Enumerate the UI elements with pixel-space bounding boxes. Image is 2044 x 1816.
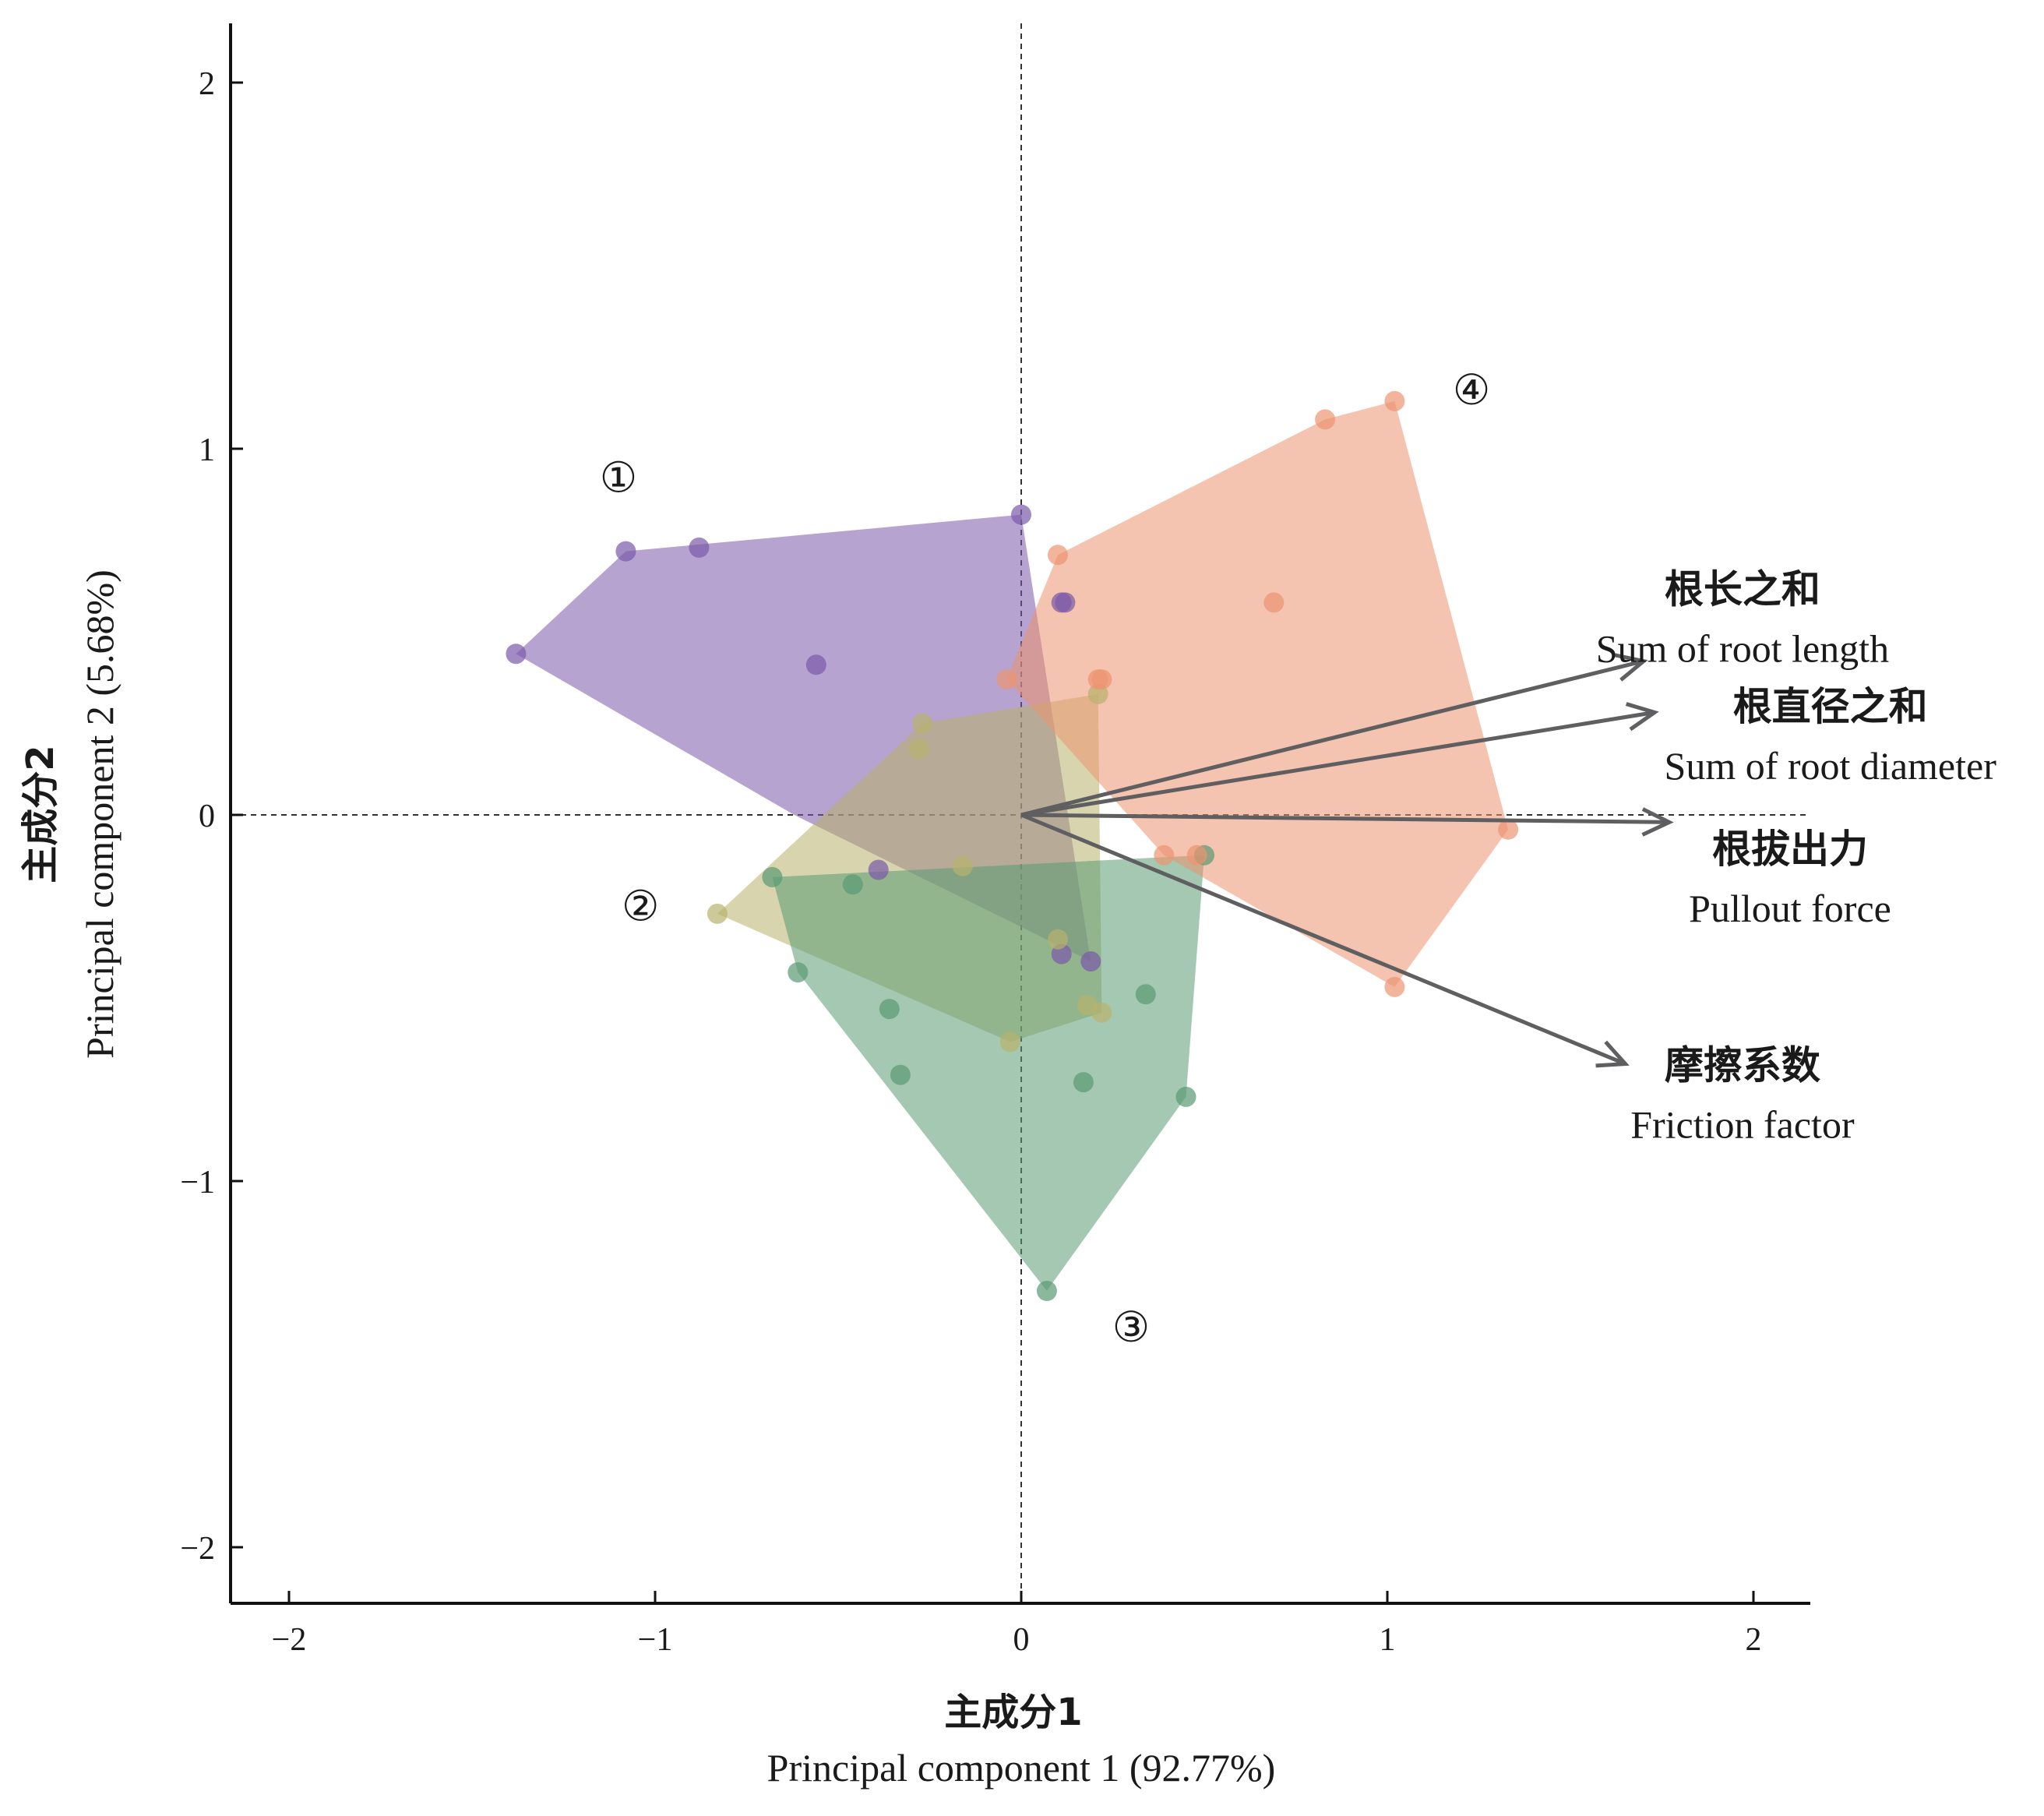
loading-vectors [1020, 653, 1674, 1068]
group-4-point [1384, 976, 1405, 997]
vector-3-label-cn: 根拔出力 [1712, 827, 1868, 872]
group-4-point [1186, 845, 1207, 866]
x-tick-label: 2 [1746, 1622, 1762, 1658]
vector-4-line [1020, 813, 1626, 1066]
group-3-point [1036, 1281, 1057, 1301]
group-labels: ① ② ③ ④ [600, 365, 1491, 1352]
group-3-point [762, 866, 783, 887]
group-2-point [1091, 1002, 1112, 1023]
y-tick-label: 2 [199, 66, 215, 102]
y-tick-label: 1 [199, 432, 215, 468]
group-1-label: ① [600, 453, 637, 502]
x-axis-title-en: Principal component 1 (92.77%) [767, 1746, 1276, 1790]
vector-2-arrowhead [1625, 702, 1659, 732]
group-1-point [506, 644, 527, 665]
y-axis-title-cn: 主成分2 [19, 745, 62, 883]
group-2-point [1048, 929, 1068, 950]
group-1-point [689, 537, 710, 558]
group-3-point [1135, 984, 1156, 1005]
group-1-point [868, 859, 889, 880]
group-3-hull [772, 855, 1204, 1291]
y-tick-label: −2 [180, 1531, 215, 1567]
y-tick-label: 0 [199, 799, 215, 834]
x-tick-label: 0 [1013, 1622, 1030, 1658]
vector-1-line [1020, 659, 1644, 817]
group-1-point [615, 541, 636, 562]
vector-3-arrowhead [1641, 807, 1674, 837]
group-2-point [912, 713, 933, 734]
group-3-label: ③ [1112, 1303, 1150, 1352]
vector-2-label-cn: 根直径之和 [1733, 684, 1928, 729]
group-4-point [1263, 592, 1285, 613]
vector-labels: 根长之和 Sum of root length 根直径之和 Sum of root d… [1596, 566, 1996, 1146]
group-4-point [1048, 545, 1068, 566]
group-3-point [1073, 1072, 1094, 1093]
group-2-point [999, 1031, 1020, 1053]
x-axis-ticks: −2 −1 0 1 2 [272, 1591, 1762, 1658]
group-2-label: ② [622, 882, 659, 931]
group-4-point [996, 669, 1017, 690]
group-3-point [879, 999, 900, 1020]
x-tick-label: −1 [638, 1622, 673, 1658]
group-1-point [805, 654, 826, 675]
group-4-label: ④ [1453, 365, 1490, 414]
vector-3-line [1020, 813, 1669, 824]
vector-3-label-en: Pullout force [1689, 887, 1891, 930]
group-3-point [890, 1064, 911, 1085]
group-1-point [1055, 592, 1076, 613]
vector-1-label-en: Sum of root length [1596, 626, 1889, 670]
group-4-point [1498, 819, 1519, 840]
group-1-point [1080, 951, 1101, 971]
group-4-point [1315, 409, 1336, 430]
x-tick-label: 1 [1380, 1622, 1396, 1658]
group-4-point [1091, 669, 1112, 690]
x-axis-title-cn: 主成分1 [944, 1691, 1082, 1734]
group-2-point [707, 903, 728, 924]
x-tick-label: −2 [272, 1622, 307, 1658]
vector-4-label-en: Friction factor [1630, 1102, 1855, 1146]
group-1-point [1011, 504, 1031, 525]
vector-2-label-en: Sum of root diameter [1665, 744, 1997, 788]
group-2-point [952, 855, 973, 876]
group-4-hull [1006, 400, 1509, 987]
group-3-point [788, 962, 809, 983]
data-points [506, 390, 1519, 1301]
vector-4-label-cn: 摩擦系数 [1665, 1042, 1820, 1088]
y-axis-ticks: 2 1 0 −1 −2 [180, 66, 243, 1567]
vector-4-arrowhead [1595, 1040, 1630, 1068]
group-hulls [516, 400, 1509, 1291]
vector-1-arrowhead [1614, 653, 1648, 682]
group-3-point [842, 874, 863, 895]
group-4-point [1384, 390, 1405, 411]
y-tick-label: −1 [180, 1165, 215, 1201]
group-3-point [1175, 1086, 1196, 1107]
y-axis-title-en: Principal component 2 (5.68%) [78, 569, 122, 1059]
group-4-point [1154, 845, 1175, 866]
vector-1-label-cn: 根长之和 [1665, 566, 1820, 612]
group-2-point [908, 739, 929, 760]
vector-2-line [1020, 710, 1655, 817]
